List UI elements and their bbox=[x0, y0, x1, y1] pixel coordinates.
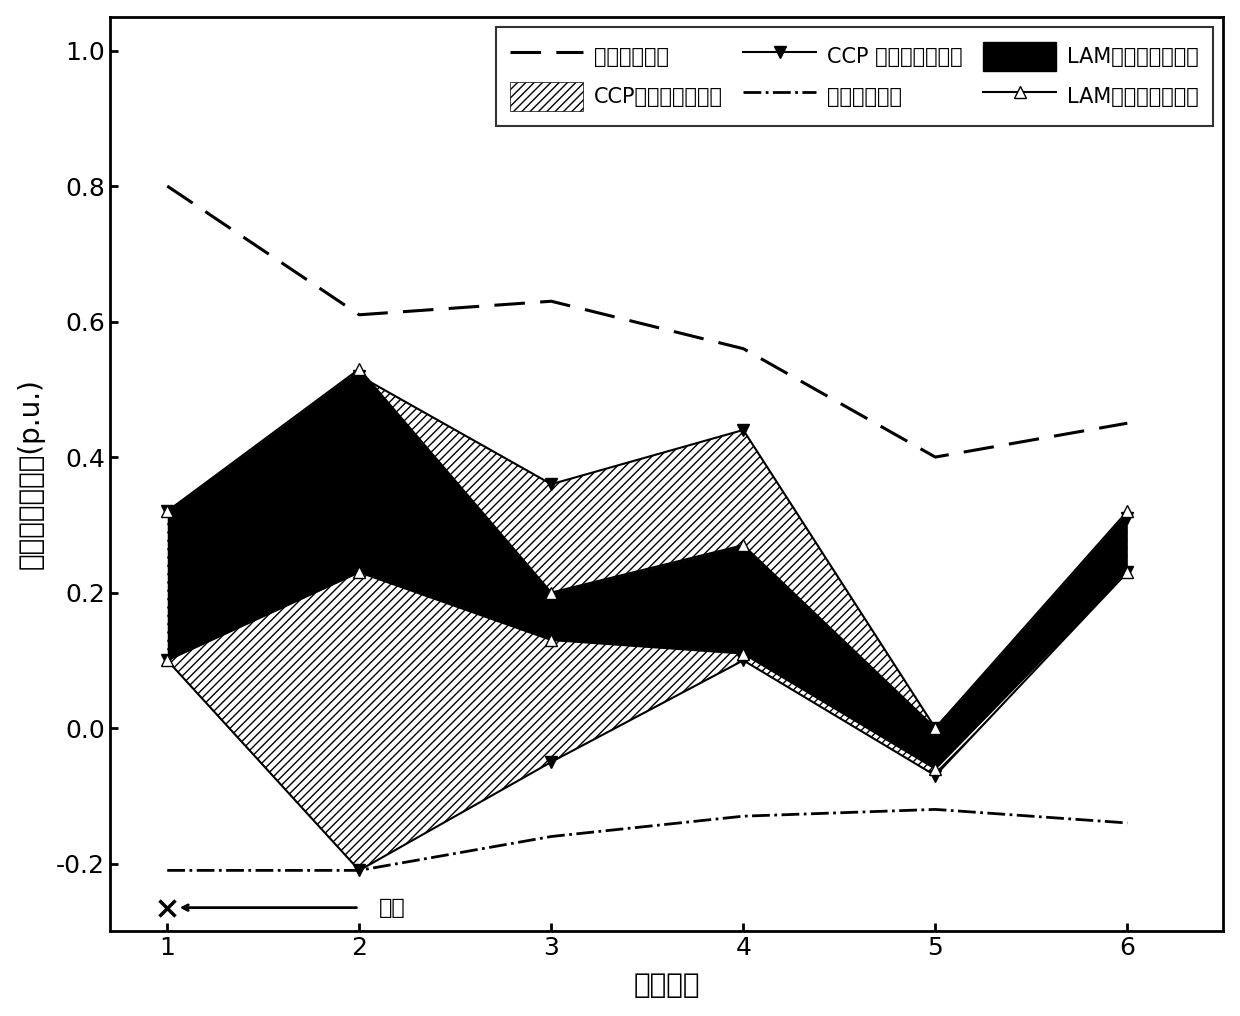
X-axis label: 节点编号: 节点编号 bbox=[634, 971, 699, 1000]
Y-axis label: 发电机无功出力(p.u.): 发电机无功出力(p.u.) bbox=[16, 379, 45, 569]
Legend: 无功出力上限, CCP方法的区间区域, CCP 方法区间的边界, 无功出力下限, LAM方法的区间区域, LAM方法区间的边界: 无功出力上限, CCP方法的区间区域, CCP 方法区间的边界, 无功出力下限,… bbox=[496, 27, 1213, 126]
Text: 越限: 越限 bbox=[378, 898, 405, 917]
